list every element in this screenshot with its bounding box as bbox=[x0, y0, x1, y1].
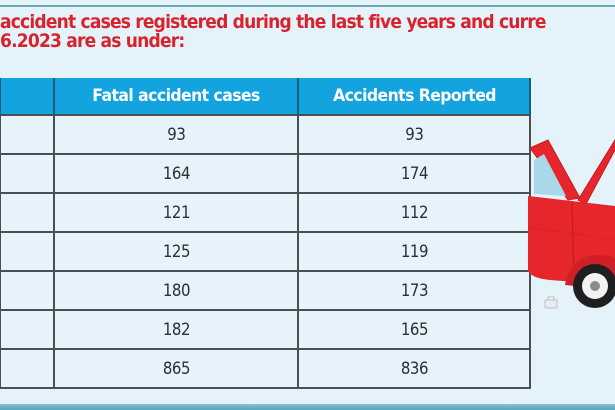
table-row: 93 93 bbox=[0, 114, 531, 155]
heading-line-2: 6.2023 are as under: bbox=[0, 30, 185, 52]
reported-cell: 173 bbox=[297, 270, 531, 311]
column-header-year bbox=[0, 78, 55, 115]
fatal-cell: 93 bbox=[53, 114, 299, 155]
row-label-cell bbox=[0, 153, 55, 194]
fatal-cell: 865 bbox=[53, 348, 299, 389]
table-header-row: Fatal accident cases Accidents Reported bbox=[0, 78, 531, 115]
row-label-cell bbox=[0, 231, 55, 272]
fatal-cell: 125 bbox=[53, 231, 299, 272]
reported-cell: 112 bbox=[297, 192, 531, 233]
table-row: 164 174 bbox=[0, 153, 531, 194]
row-label-cell bbox=[0, 309, 55, 350]
fatal-cell: 164 bbox=[53, 153, 299, 194]
table-row: 182 165 bbox=[0, 309, 531, 350]
table-row-total: 865 836 bbox=[0, 348, 531, 389]
accident-table: Fatal accident cases Accidents Reported … bbox=[0, 78, 531, 389]
fatal-cell: 121 bbox=[53, 192, 299, 233]
heading-line-1: accident cases registered during the las… bbox=[0, 11, 547, 33]
row-label-cell bbox=[0, 114, 55, 155]
reported-cell: 836 bbox=[297, 348, 531, 389]
row-label-cell bbox=[0, 348, 55, 389]
table-row: 125 119 bbox=[0, 231, 531, 272]
table-row: 180 173 bbox=[0, 270, 531, 311]
reported-cell: 165 bbox=[297, 309, 531, 350]
reported-cell: 174 bbox=[297, 153, 531, 194]
column-header-reported: Accidents Reported bbox=[297, 78, 531, 115]
accident-table-container: Fatal accident cases Accidents Reported … bbox=[0, 78, 531, 389]
fatal-cell: 180 bbox=[53, 270, 299, 311]
reported-cell: 119 bbox=[297, 231, 531, 272]
reported-cell: 93 bbox=[297, 114, 531, 155]
column-header-fatal: Fatal accident cases bbox=[53, 78, 299, 115]
fatal-cell: 182 bbox=[53, 309, 299, 350]
page-heading: accident cases registered during the las… bbox=[0, 13, 576, 51]
row-label-cell bbox=[0, 270, 55, 311]
broken-down-car-icon bbox=[520, 120, 615, 320]
top-divider bbox=[0, 5, 615, 7]
table-row: 121 112 bbox=[0, 192, 531, 233]
row-label-cell bbox=[0, 192, 55, 233]
bottom-divider bbox=[0, 404, 615, 410]
